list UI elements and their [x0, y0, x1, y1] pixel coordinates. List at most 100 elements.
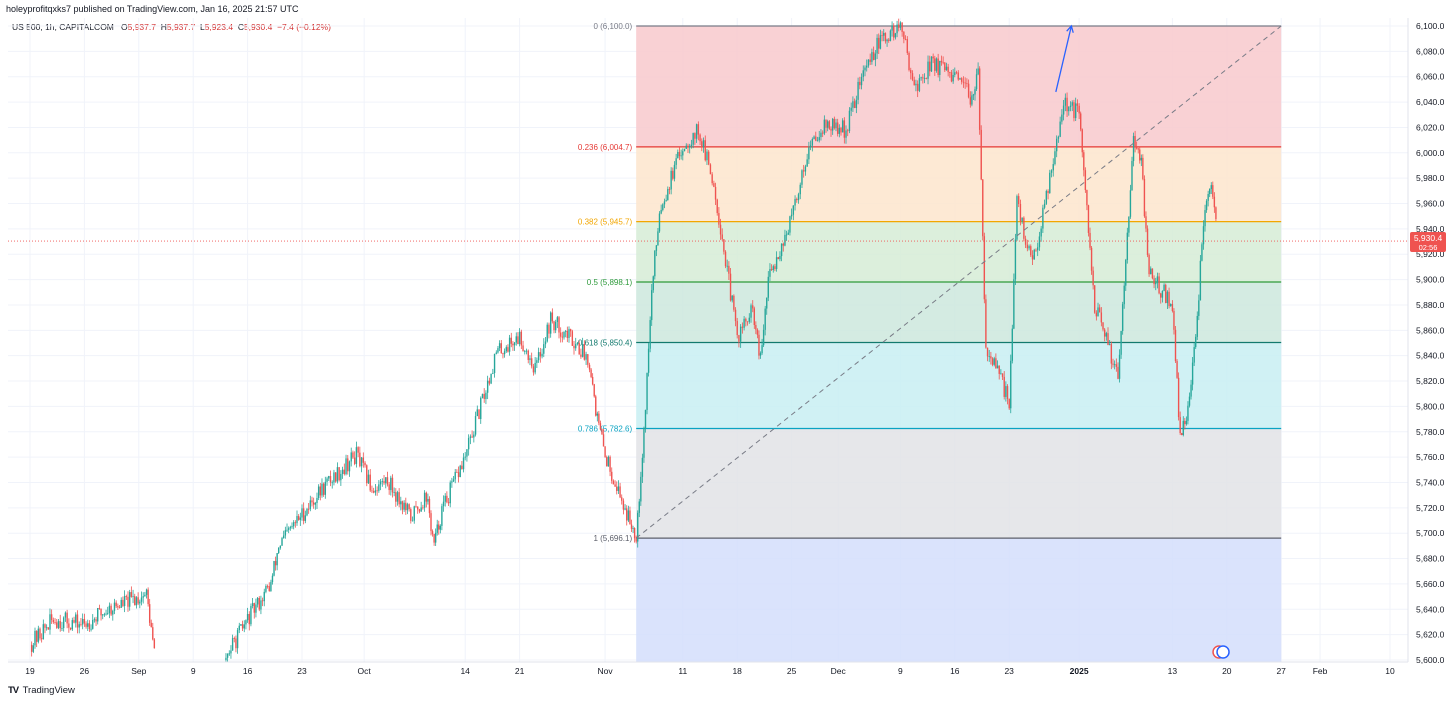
candle-body [1110, 344, 1113, 364]
candle-body [446, 495, 448, 503]
candle-body [830, 128, 832, 131]
candle-body [1026, 244, 1029, 249]
candle-body [826, 121, 829, 128]
candle-body [1112, 363, 1114, 365]
candle-body [286, 529, 288, 531]
candle-body [1069, 105, 1072, 107]
time-tick-label: 9 [191, 666, 196, 676]
candle-body [251, 603, 254, 607]
symbol-name[interactable]: US 500, 1h, CAPITALCOM [12, 22, 114, 32]
candle-body [588, 364, 591, 370]
candle-body [367, 474, 370, 484]
price-tick-label: 6,020.0 [1416, 122, 1445, 132]
arrow-line[interactable] [1055, 25, 1073, 93]
time-tick-label: 9 [898, 666, 903, 676]
candle-body [1108, 344, 1111, 346]
candle-body [549, 312, 552, 334]
candle-body [1118, 354, 1121, 379]
candle-body [972, 94, 975, 96]
candle-body [1059, 121, 1061, 137]
candle-body [1073, 102, 1075, 119]
candle-body [340, 473, 342, 481]
candle-body [596, 413, 599, 416]
candle-body [622, 500, 625, 510]
time-axis[interactable]: 19 26 Sep 9 16 23 Oct 14 21 Nov 11 18 25 Dec 9 16 23 2025… [8, 661, 1408, 676]
candle-body [40, 638, 43, 640]
candle-body [296, 516, 298, 524]
candle-body [54, 622, 56, 623]
candle-body [957, 72, 959, 80]
candle-body [527, 350, 529, 360]
candle-body [734, 309, 737, 322]
candle-body [627, 510, 630, 521]
candle-body [1174, 329, 1177, 362]
candle-body [485, 392, 487, 399]
candle-body [748, 317, 750, 322]
candle-body [1052, 164, 1054, 171]
candle-body [866, 65, 868, 68]
candle-body [964, 82, 966, 84]
candle-body [1028, 246, 1030, 249]
candle-body [1146, 228, 1149, 255]
candle-body [797, 194, 800, 201]
candle-body [1123, 285, 1125, 305]
time-tick-label: 26 [80, 666, 90, 676]
last-price-tag[interactable] [1410, 232, 1446, 253]
candle-body [471, 436, 473, 438]
candle-series [30, 18, 1217, 662]
candle-body [702, 140, 705, 148]
candle-body [739, 326, 742, 342]
candle-body [117, 606, 119, 608]
fib-trend-line[interactable] [635, 25, 1282, 539]
candle-body [309, 500, 312, 510]
candle-body [855, 99, 858, 109]
candle-body [806, 159, 808, 167]
candle-body [238, 625, 240, 631]
candle-body [801, 170, 803, 185]
candle-body [838, 127, 841, 134]
price-tick-label: 5,920.0 [1416, 249, 1445, 259]
economic-event-flag-icon[interactable] [1216, 645, 1230, 659]
candle-body [433, 534, 435, 543]
candle-body [1182, 420, 1184, 436]
candle-body [930, 56, 933, 72]
candle-body [643, 428, 645, 458]
candle-body [571, 331, 574, 346]
candle-body [1076, 103, 1079, 106]
candle-body [355, 447, 358, 464]
candle-body [726, 265, 728, 267]
candle-body [102, 614, 104, 616]
price-tick-label: 5,660.0 [1416, 579, 1445, 589]
price-axis[interactable]: 5,600.0 5,620.0 5,640.0 5,660.0 5,680.0 5,700… [1407, 18, 1446, 665]
candle-body [1176, 361, 1178, 378]
candle-body [750, 305, 752, 318]
candle-body [940, 60, 943, 63]
candle-body [766, 297, 768, 309]
price-tick-label: 6,100.0 [1416, 21, 1445, 31]
drawing-overlay[interactable] [8, 24, 1408, 659]
candle-body [1166, 291, 1169, 304]
candle-body [651, 290, 653, 321]
candle-body [1100, 312, 1103, 323]
candle-body [942, 62, 944, 64]
candle-body [675, 158, 677, 165]
fib-retracement[interactable]: 0 (6,100.0) 0.236 (6,004.7) 0.382 (5,945.7… [578, 22, 1282, 662]
candle-body [638, 501, 640, 513]
price-tick-label: 5,680.0 [1416, 554, 1445, 564]
candle-body [820, 132, 822, 138]
candle-body [546, 324, 548, 342]
candle-body [662, 204, 664, 210]
tradingview-footer[interactable]: TV TradingView [8, 685, 75, 696]
candle-body [886, 39, 888, 42]
candle-body [644, 409, 647, 429]
candle-body [606, 457, 608, 467]
candle-body [578, 343, 580, 355]
candle-body [334, 472, 337, 482]
candle-body [843, 120, 846, 138]
candle-body [682, 151, 684, 156]
candle-body [291, 526, 293, 528]
candle-body [977, 68, 979, 75]
candle-body [978, 68, 981, 130]
candle-body [400, 501, 402, 505]
